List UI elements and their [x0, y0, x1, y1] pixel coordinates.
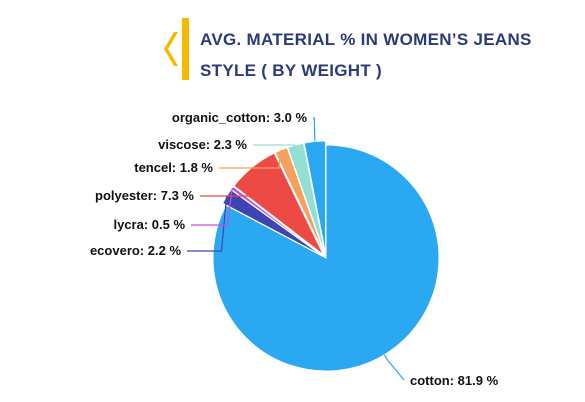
data-label-lycra: lycra: 0.5 % [113, 217, 185, 232]
chart-title-block: AVG. MATERIAL % IN WOMEN’S JEANS STYLE (… [160, 18, 570, 88]
leader-line-polyester [200, 167, 253, 197]
data-label-tencel: tencel: 1.8 % [134, 160, 213, 175]
pie-slice-viscose [287, 142, 326, 255]
leader-line-ecovero [187, 196, 228, 252]
chart-title-line-2: STYLE ( BY WEIGHT ) [200, 61, 383, 80]
data-label-polyester: polyester: 7.3 % [95, 188, 194, 203]
chart-title-line-1: AVG. MATERIAL % IN WOMEN’S JEANS [200, 30, 532, 49]
data-label-viscose: viscose: 2.3 % [158, 137, 247, 152]
leader-line-tencel [219, 149, 282, 169]
data-label-ecovero: ecovero: 2.2 % [90, 243, 181, 258]
leader-line-cotton [383, 354, 405, 381]
leader-line-organic-cotton [313, 117, 316, 142]
leader-line-lycra [191, 187, 233, 226]
data-label-cotton: cotton: 81.9 % [410, 373, 499, 388]
title-accent-icon [164, 18, 189, 80]
data-label-organic-cotton: organic_cotton: 3.0 % [172, 110, 308, 125]
pie-slice-cotton [212, 144, 440, 372]
